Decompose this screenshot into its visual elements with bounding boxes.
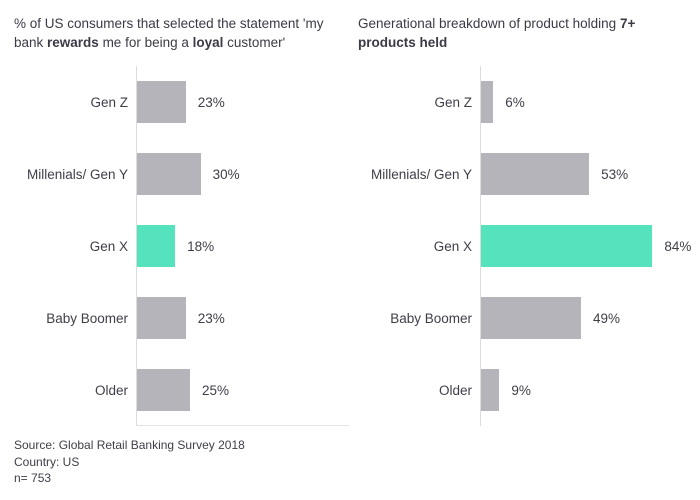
bar-row: Older 25% <box>14 354 354 426</box>
category-label: Baby Boomer <box>46 310 128 326</box>
y-axis-line <box>480 66 481 426</box>
bar-row: Gen Z 6% <box>358 66 698 138</box>
value-label: 18% <box>187 238 215 254</box>
category-label: Gen X <box>89 238 128 254</box>
bar-baby-boomer <box>481 297 581 339</box>
bar-gen-z <box>481 81 494 123</box>
value-label: 84% <box>664 238 692 254</box>
bar-track: 84% <box>480 225 691 267</box>
bar-track: 25% <box>136 369 349 411</box>
bar-gen-x-highlighted <box>137 225 176 267</box>
title-text-bold: 7+ products held <box>358 16 636 50</box>
charts-row: % of US consumers that selected the stat… <box>14 14 700 426</box>
bar-track: 49% <box>480 297 685 339</box>
dual-bar-chart-page: % of US consumers that selected the stat… <box>14 14 700 487</box>
title-text: me for being a <box>98 35 193 50</box>
bar-row: Gen Z 23% <box>14 66 354 138</box>
title-text: % of US consumers that selected the stat… <box>14 16 324 50</box>
value-label: 23% <box>197 310 225 326</box>
country-line: Country: US <box>14 454 80 469</box>
bar-row: Older 9% <box>358 354 698 426</box>
x-axis-line <box>136 425 349 426</box>
bar-track: 30% <box>136 153 349 195</box>
title-text-bold: rewards <box>47 35 99 50</box>
chart-title-left: % of US consumers that selected the stat… <box>14 14 338 66</box>
bar-older <box>137 369 190 411</box>
source-line: Source: Global Retail Banking Survey 201… <box>14 438 245 452</box>
plot-area-left: Gen Z 23% Millenials/ Gen Y 30% Gen X <box>14 66 354 426</box>
value-label: 49% <box>592 310 620 326</box>
value-label: 30% <box>212 166 240 182</box>
bar-row: Gen X 84% <box>358 210 698 282</box>
bar-millenials <box>137 153 201 195</box>
bar-row: Gen X 18% <box>14 210 354 282</box>
category-label: Millenials/ Gen Y <box>26 166 128 182</box>
title-text-bold: loyal <box>192 35 224 50</box>
plot-area-right: Gen Z 6% Millenials/ Gen Y 53% Gen X <box>358 66 698 426</box>
title-text: customer' <box>223 35 286 50</box>
bar-track: 9% <box>480 369 685 411</box>
category-label: Older <box>94 382 128 398</box>
title-text: Generational breakdown of product holdin… <box>358 16 620 31</box>
category-label: Gen Z <box>434 94 472 110</box>
category-label: Gen Z <box>90 94 128 110</box>
value-label: 6% <box>505 94 525 110</box>
chart-loyalty-reward: % of US consumers that selected the stat… <box>14 14 354 426</box>
bar-row: Millenials/ Gen Y 53% <box>358 138 698 210</box>
bar-track: 18% <box>136 225 349 267</box>
value-label: 25% <box>202 382 230 398</box>
sample-size-line: n= 753 <box>14 471 52 485</box>
chart-title-right: Generational breakdown of product holdin… <box>358 14 682 66</box>
bar-gen-z <box>137 81 186 123</box>
bar-row: Baby Boomer 49% <box>358 282 698 354</box>
source-note: Source: Global Retail Banking Survey 201… <box>14 437 700 487</box>
y-axis-line <box>136 66 137 426</box>
bar-track: 6% <box>480 81 685 123</box>
bar-gen-x-highlighted <box>481 225 653 267</box>
bar-row: Baby Boomer 23% <box>14 282 354 354</box>
bar-older <box>481 369 500 411</box>
category-label: Millenials/ Gen Y <box>370 166 472 182</box>
bar-row: Millenials/ Gen Y 30% <box>14 138 354 210</box>
bar-baby-boomer <box>137 297 186 339</box>
bar-track: 53% <box>480 153 685 195</box>
bar-track: 23% <box>136 297 349 339</box>
value-label: 9% <box>511 382 531 398</box>
category-label: Gen X <box>433 238 472 254</box>
value-label: 53% <box>601 166 629 182</box>
value-label: 23% <box>197 94 225 110</box>
category-label: Baby Boomer <box>390 310 472 326</box>
bar-millenials <box>481 153 590 195</box>
bar-track: 23% <box>136 81 349 123</box>
category-label: Older <box>438 382 472 398</box>
chart-product-holding: Generational breakdown of product holdin… <box>358 14 698 426</box>
